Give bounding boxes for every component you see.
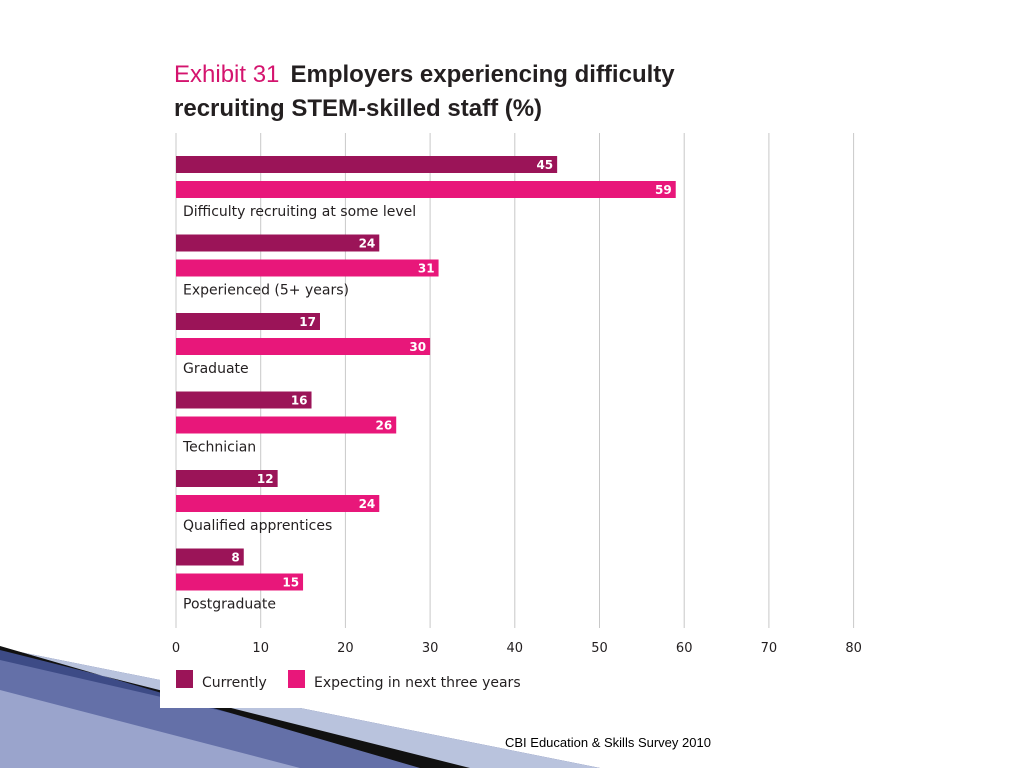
bar-value-label: 30 (409, 340, 426, 354)
x-tick-label: 0 (172, 641, 180, 656)
legend-label: Currently (202, 675, 267, 691)
x-tick-label: 20 (337, 641, 354, 656)
bar-value-label: 59 (655, 183, 672, 197)
chart-title-prefix: Exhibit 31 (174, 61, 279, 88)
bar-value-label: 16 (291, 394, 308, 408)
chart-title-main: Employers experiencing difficulty (291, 61, 676, 88)
bar-value-label: 15 (282, 576, 299, 590)
x-tick-label: 30 (422, 641, 439, 656)
x-tick-label: 80 (845, 641, 862, 656)
chart-x-axis: 0 10 20 30 40 50 60 70 80 (172, 641, 862, 656)
x-tick-label: 50 (591, 641, 608, 656)
chart-panel (160, 40, 865, 708)
x-tick-label: 40 (507, 641, 524, 656)
bar-expecting (176, 573, 304, 591)
chart-title-line-2: recruiting STEM-skilled staff (%) (174, 95, 542, 122)
chart-legend: Currently Expecting in next three years (176, 670, 521, 691)
bar-expecting (176, 416, 397, 434)
x-tick-label: 60 (676, 641, 693, 656)
bar-currently (176, 391, 312, 409)
x-tick-label: 10 (252, 641, 269, 656)
bar-expecting (176, 181, 676, 198)
bar-value-label: 31 (418, 262, 435, 276)
bar-value-label: 24 (359, 237, 376, 251)
bar-expecting (176, 338, 431, 355)
bar-value-label: 45 (536, 158, 553, 172)
category-label: Graduate (183, 361, 249, 377)
bar-currently (176, 470, 278, 487)
chart-category-labels: Difficulty recruiting at some level Exper… (182, 204, 416, 613)
category-label: Qualified apprentices (183, 518, 332, 534)
category-label: Technician (182, 440, 256, 456)
chart-grid (175, 133, 855, 628)
legend-label: Expecting in next three years (314, 675, 521, 691)
chart-title-line-1: Exhibit 31 Employers experiencing diffic… (174, 61, 675, 88)
bar-expecting (176, 495, 380, 512)
bar-value-label: 24 (359, 497, 376, 511)
bar-currently (176, 313, 320, 330)
bar-currently (176, 548, 244, 566)
chart-bars: 45 59 24 31 17 30 16 26 12 24 8 15 (176, 156, 676, 591)
x-tick-label: 70 (761, 641, 778, 656)
bar-value-label: 12 (257, 472, 274, 486)
source-caption: CBI Education & Skills Survey 2010 (505, 735, 711, 750)
bar-value-label: 26 (376, 419, 393, 433)
category-label: Experienced (5+ years) (183, 283, 349, 299)
decoration-swoosh-light (0, 690, 300, 768)
bar-currently (176, 156, 558, 173)
bar-currently (176, 234, 380, 252)
category-label: Postgraduate (183, 597, 276, 613)
bar-expecting (176, 259, 439, 277)
category-label: Difficulty recruiting at some level (183, 204, 416, 220)
bar-value-label: 17 (299, 315, 316, 329)
bar-value-label: 8 (231, 551, 239, 565)
legend-swatch (176, 670, 193, 688)
legend-swatch (288, 670, 305, 688)
